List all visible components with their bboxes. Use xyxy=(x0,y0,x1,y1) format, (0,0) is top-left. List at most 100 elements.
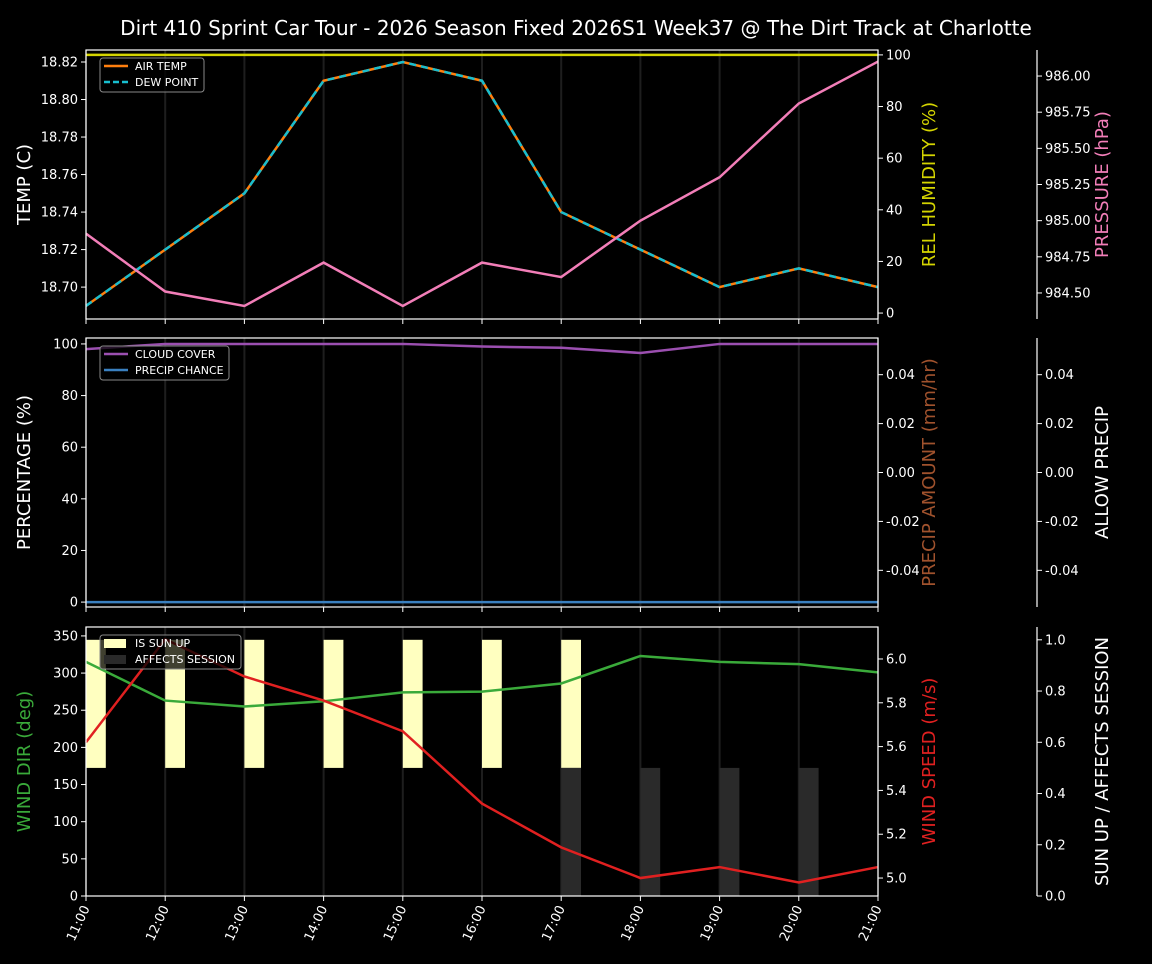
legend-box xyxy=(99,345,230,381)
tick-label: 1.0 xyxy=(1045,633,1066,648)
series-line-3 xyxy=(85,60,879,308)
bar-affects-session xyxy=(798,767,819,896)
axis-label-right2: ALLOW PRECIP xyxy=(1092,406,1113,539)
x-tick-label: 18:00 xyxy=(619,903,648,943)
tick-label: 0.6 xyxy=(1045,736,1066,751)
tick-label: 350 xyxy=(53,629,78,644)
tick-label: 80 xyxy=(61,389,78,404)
x-tick-label: 13:00 xyxy=(223,903,252,943)
axis-label-left: WIND DIR (deg) xyxy=(14,691,35,833)
tick-label: -0.02 xyxy=(1045,515,1079,530)
tick-label: 18.74 xyxy=(41,206,78,221)
bar-is-sun-up xyxy=(482,639,502,768)
tick-label: 0.04 xyxy=(886,368,915,383)
tick-label: 0.0 xyxy=(1045,890,1066,905)
tick-label: 6.0 xyxy=(886,652,907,667)
x-tick-label: 14:00 xyxy=(302,903,331,943)
tick-label: 5.4 xyxy=(886,784,907,799)
tick-label: -0.04 xyxy=(886,564,920,579)
tick-label: 20 xyxy=(886,255,903,270)
panel-2: 0 20 40 60 80 100 PERCENTAGE (%) -0.04 -0.02 0.00… xyxy=(14,337,1113,612)
legend-swatch xyxy=(104,639,126,648)
tick-label: 300 xyxy=(53,667,78,682)
tick-label: 5.2 xyxy=(886,828,907,843)
axis-label-right2: PRESSURE (hPa) xyxy=(1092,111,1113,258)
tick-label: 50 xyxy=(61,852,78,867)
x-tick-label: 20:00 xyxy=(777,903,806,943)
legend: IS SUN UP AFFECTS SESSION xyxy=(99,634,242,670)
panel-3: 0 50 100 150 200 250 300 350 WIND DIR (deg) 5.0 5.… xyxy=(14,626,1113,944)
tick-label: 20 xyxy=(61,544,78,559)
axis-label-right1: PRECIP AMOUNT (mm/hr) xyxy=(919,358,940,587)
series-line-dew-point xyxy=(85,60,879,307)
legend-label: PRECIP CHANCE xyxy=(135,364,224,377)
tick-label: 984.75 xyxy=(1045,250,1091,265)
legend-label: IS SUN UP xyxy=(135,637,191,650)
tick-label: 0.04 xyxy=(1045,368,1074,383)
x-tick-label: 15:00 xyxy=(381,903,410,943)
series-line-cloud-cover xyxy=(85,342,878,355)
tick-label: 0.00 xyxy=(1045,466,1074,481)
tick-label: 0.02 xyxy=(1045,417,1074,432)
tick-label: 5.0 xyxy=(886,872,907,887)
tick-label: 18.72 xyxy=(41,243,78,258)
tick-label: 0 xyxy=(886,307,894,322)
tick-label: 984.50 xyxy=(1045,286,1091,301)
bar-affects-session xyxy=(719,767,740,896)
x-tick-label: 12:00 xyxy=(143,903,172,943)
tick-label: 985.50 xyxy=(1045,142,1091,157)
panel-1: 18.70 18.72 18.74 18.76 18.78 18.80 18.82 TEMP … xyxy=(14,48,1113,324)
tick-label: 18.70 xyxy=(41,281,78,296)
tick-label: 986.00 xyxy=(1045,70,1091,85)
tick-label: 18.82 xyxy=(41,56,78,71)
tick-label: 40 xyxy=(886,203,903,218)
axis-label-left: PERCENTAGE (%) xyxy=(14,395,35,550)
tick-label: 100 xyxy=(53,337,78,352)
legend-swatch xyxy=(104,655,126,664)
tick-label: 0.8 xyxy=(1045,685,1066,700)
axis-label-right1: WIND SPEED (m/s) xyxy=(919,678,940,846)
x-tick-label: 11:00 xyxy=(64,903,93,943)
tick-label: 0.4 xyxy=(1045,787,1066,802)
tick-label: 985.00 xyxy=(1045,214,1091,229)
tick-label: 80 xyxy=(886,100,903,115)
bar-is-sun-up xyxy=(165,639,185,768)
tick-label: 40 xyxy=(61,492,78,507)
legend-label: AFFECTS SESSION xyxy=(135,653,235,666)
axis-label-left: TEMP (C) xyxy=(14,144,35,226)
tick-label: 18.76 xyxy=(41,168,78,183)
tick-label: -0.04 xyxy=(1045,564,1079,579)
chart-title: Dirt 410 Sprint Car Tour - 2026 Season F… xyxy=(120,16,1032,40)
axis-label-right1: REL HUMIDITY (%) xyxy=(919,102,940,267)
bar-affects-session xyxy=(640,767,661,896)
axis-label-right2: SUN UP / AFFECTS SESSION xyxy=(1092,637,1113,886)
x-tick-label: 19:00 xyxy=(698,903,727,943)
tick-label: 0.02 xyxy=(886,417,915,432)
tick-label: 5.6 xyxy=(886,740,907,755)
tick-label: 60 xyxy=(886,152,903,167)
bar-affects-session xyxy=(561,767,581,896)
tick-label: 150 xyxy=(53,778,78,793)
bar-is-sun-up xyxy=(561,639,581,768)
tick-label: 0 xyxy=(70,890,78,905)
legend: CLOUD COVER PRECIP CHANCE xyxy=(99,345,230,381)
legend-label: DEW POINT xyxy=(135,76,199,89)
tick-label: 200 xyxy=(53,741,78,756)
x-tick-label: 16:00 xyxy=(460,903,489,943)
tick-label: 18.78 xyxy=(41,131,78,146)
series-line-0 xyxy=(85,654,879,708)
tick-label: 0.00 xyxy=(886,466,915,481)
tick-label: 250 xyxy=(53,704,78,719)
tick-label: 100 xyxy=(886,48,911,63)
bar-is-sun-up xyxy=(244,639,265,768)
legend: AIR TEMP DEW POINT xyxy=(99,57,205,93)
x-tick-label: 17:00 xyxy=(539,903,568,943)
tick-label: 60 xyxy=(61,441,78,456)
tick-label: 100 xyxy=(53,815,78,830)
tick-label: -0.02 xyxy=(886,515,920,530)
tick-label: 0.2 xyxy=(1045,838,1066,853)
tick-label: 985.25 xyxy=(1045,178,1091,193)
bar-is-sun-up xyxy=(402,639,423,768)
legend-label: CLOUD COVER xyxy=(135,348,216,361)
